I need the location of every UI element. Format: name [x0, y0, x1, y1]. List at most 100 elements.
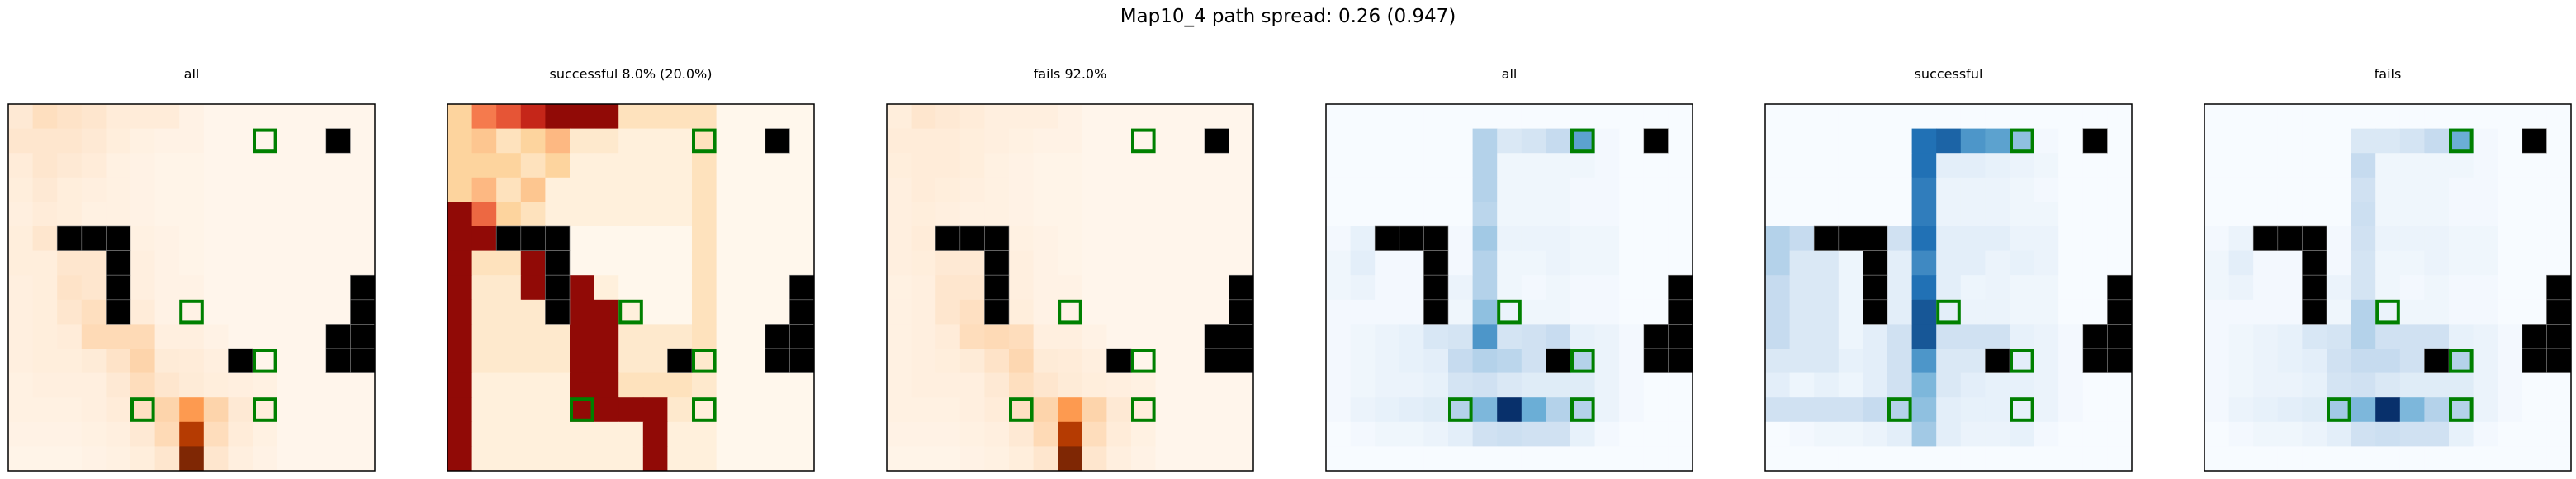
- heatmap-cell: [2302, 128, 2327, 154]
- heatmap-cell: [1058, 128, 1083, 154]
- heatmap-cell: [1643, 421, 1669, 447]
- heatmap-cell: [2082, 250, 2108, 276]
- heatmap-cell: [2082, 275, 2108, 301]
- heatmap-cell: [667, 421, 693, 447]
- heatmap-cell: [618, 275, 644, 301]
- heatmap-cell: [277, 153, 302, 178]
- heatmap-cell: [1863, 421, 1888, 447]
- heatmap-cell: [959, 299, 985, 325]
- heatmap-cell: [2107, 397, 2133, 423]
- heatmap-cell: [618, 226, 644, 252]
- heatmap-cell: [2498, 226, 2523, 252]
- heatmap-cell: [81, 128, 107, 154]
- heatmap-cell: [2473, 324, 2498, 349]
- heatmap-cell: [1497, 324, 1522, 349]
- heatmap-cell: [1009, 104, 1035, 130]
- heatmap-cell: [1521, 421, 1546, 447]
- heatmap-cell: [1448, 275, 1474, 301]
- heatmap-cell: [1570, 226, 1596, 252]
- heatmap-cell: [1472, 250, 1498, 276]
- heatmap-cell: [2228, 250, 2254, 276]
- heatmap-cell: [1326, 299, 1352, 325]
- heatmap-cell: [2498, 153, 2523, 178]
- heatmap-cell: [1082, 128, 1107, 154]
- heatmap-cell: [1985, 250, 2010, 276]
- heatmap-cell: [1204, 153, 1229, 178]
- heatmap-cell: [325, 372, 351, 398]
- heatmap-cell: [1546, 177, 1571, 202]
- heatmap-cell: [277, 299, 302, 325]
- heatmap-cell: [1546, 397, 1571, 423]
- heatmap-cell: [2253, 299, 2279, 325]
- heatmap-cell: [1497, 275, 1522, 301]
- heatmap-cell: [1082, 372, 1107, 398]
- heatmap-cell: [130, 104, 156, 130]
- heatmap-cell: [1326, 275, 1352, 301]
- obstacle-cell: [2302, 225, 2327, 251]
- heatmap-cell: [2253, 250, 2279, 276]
- heatmap-cell: [594, 299, 619, 325]
- heatmap-cell: [2351, 153, 2376, 178]
- heatmap-cell: [471, 372, 497, 398]
- heatmap-cell: [471, 349, 497, 374]
- obstacle-cell: [56, 225, 83, 251]
- heatmap-cell: [2107, 421, 2133, 447]
- heatmap-cell: [1326, 372, 1352, 398]
- heatmap-cell: [1985, 153, 2010, 178]
- heatmap-cell: [741, 324, 766, 349]
- heatmap-cell: [1960, 202, 1986, 227]
- obstacle-cell: [106, 225, 131, 251]
- heatmap-cell: [2473, 446, 2498, 472]
- heatmap-cell: [1960, 397, 1986, 423]
- heatmap-cell: [447, 299, 473, 325]
- heatmap-cell: [741, 446, 766, 472]
- heatmap-cell: [1838, 153, 1863, 178]
- heatmap-cell: [1033, 349, 1058, 374]
- heatmap-cell: [2010, 275, 2035, 301]
- goal-marker: [1131, 128, 1156, 154]
- heatmap-cell: [179, 226, 205, 252]
- heatmap-cell: [570, 421, 595, 447]
- heatmap-cell: [1399, 421, 1424, 447]
- heatmap-cell: [570, 275, 595, 301]
- heatmap-cell: [1180, 177, 1205, 202]
- heatmap-cell: [1936, 250, 1962, 276]
- heatmap-cell: [1033, 446, 1058, 472]
- axes-frame: [2204, 103, 2572, 472]
- heatmap-cell: [692, 177, 717, 202]
- heatmap-cell: [984, 324, 1010, 349]
- heatmap-cell: [1960, 275, 1986, 301]
- heatmap-cell: [935, 299, 961, 325]
- heatmap-cell: [1789, 275, 1815, 301]
- heatmap-cell: [716, 153, 741, 178]
- obstacle-cell: [2082, 348, 2108, 373]
- heatmap-cell: [228, 202, 253, 227]
- heatmap-cell: [1106, 153, 1132, 178]
- heatmap-cell: [8, 324, 34, 349]
- heatmap-cell: [2498, 128, 2523, 154]
- heatmap-cell: [325, 226, 351, 252]
- heatmap-cell: [887, 372, 912, 398]
- heatmap-panel-3: [886, 103, 1254, 472]
- heatmap-cell: [2228, 226, 2254, 252]
- panel-title-5: successful: [1914, 66, 1983, 82]
- obstacle-cell: [1643, 324, 1669, 349]
- heatmap-cell: [8, 202, 34, 227]
- heatmap-cell: [1350, 349, 1376, 374]
- heatmap-cell: [1058, 299, 1083, 325]
- heatmap-cell: [1887, 153, 1913, 178]
- heatmap-cell: [325, 421, 351, 447]
- heatmap-cell: [570, 349, 595, 374]
- heatmap-cell: [1936, 421, 1962, 447]
- heatmap-cell: [667, 202, 693, 227]
- heatmap-cell: [1619, 275, 1645, 301]
- heatmap-cell: [2204, 299, 2230, 325]
- goal-marker: [253, 128, 277, 154]
- heatmap-cell: [1643, 226, 1669, 252]
- heatmap-cell: [1033, 275, 1058, 301]
- heatmap-cell: [8, 250, 34, 276]
- heatmap-cell: [1375, 177, 1400, 202]
- obstacle-cell: [1863, 274, 1888, 301]
- heatmap-cell: [741, 299, 766, 325]
- heatmap-cell: [1546, 372, 1571, 398]
